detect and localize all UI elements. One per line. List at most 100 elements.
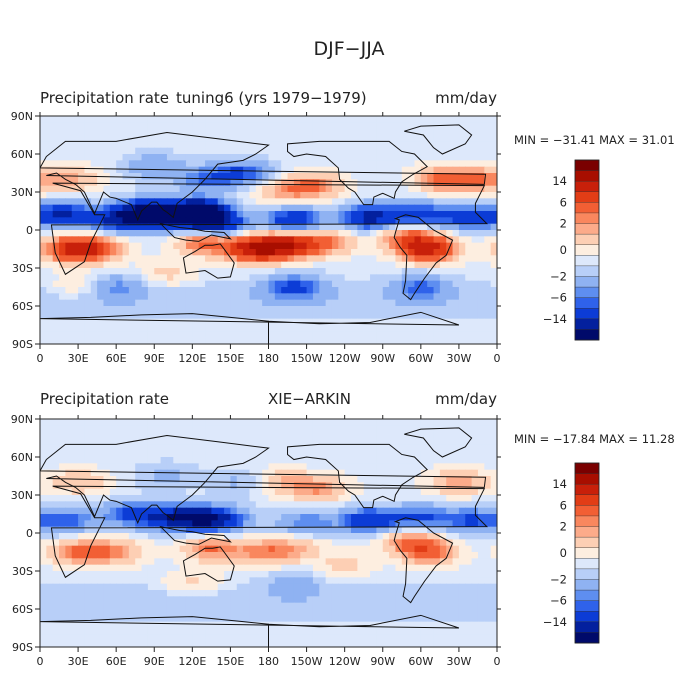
grid-cell xyxy=(141,166,149,174)
grid-cell xyxy=(395,204,403,212)
grid-cell xyxy=(84,318,92,326)
grid-cell xyxy=(331,564,339,572)
grid-cell xyxy=(376,457,384,464)
grid-cell xyxy=(420,185,428,193)
coastline xyxy=(393,214,454,301)
grid-cell xyxy=(433,419,441,426)
grid-cell xyxy=(141,312,149,320)
grid-cell xyxy=(141,514,149,521)
grid-cell xyxy=(433,431,441,439)
grid-cell xyxy=(287,147,295,155)
grid-cell xyxy=(160,602,168,610)
grid-cell xyxy=(477,128,485,136)
grid-cell xyxy=(427,488,435,496)
grid-cell xyxy=(52,476,60,483)
grid-cell xyxy=(408,287,416,294)
grid-cell xyxy=(179,337,187,344)
grid-cell xyxy=(439,495,447,502)
grid-cell xyxy=(249,457,257,464)
grid-cell xyxy=(274,185,282,193)
grid-cell xyxy=(465,425,473,433)
grid-cell xyxy=(166,495,174,502)
grid-cell xyxy=(46,185,54,193)
grid-cell xyxy=(344,261,352,269)
grid-cell xyxy=(319,198,327,206)
grid-cell xyxy=(363,236,371,244)
grid-cell xyxy=(198,438,206,445)
grid-cell xyxy=(287,242,295,250)
grid-cell xyxy=(306,217,314,225)
grid-cell xyxy=(173,325,181,332)
coastline xyxy=(40,131,487,222)
grid-cell xyxy=(427,438,435,445)
grid-cell xyxy=(395,419,403,426)
grid-cell xyxy=(471,261,479,269)
grid-cell xyxy=(357,318,365,326)
grid-cell xyxy=(370,438,378,445)
grid-cell xyxy=(363,457,371,464)
grid-cell xyxy=(236,564,244,572)
grid-cell xyxy=(319,482,327,490)
grid-cell xyxy=(452,571,460,578)
grid-cell xyxy=(160,545,168,553)
grid-cell xyxy=(274,514,282,521)
grid-cell xyxy=(217,128,225,136)
grid-cell xyxy=(281,173,289,180)
grid-cell xyxy=(141,469,149,477)
grid-cell xyxy=(249,552,257,559)
grid-cell xyxy=(90,533,98,540)
grid-cell xyxy=(281,533,289,540)
grid-cell xyxy=(236,249,244,256)
grid-cell xyxy=(135,242,143,250)
grid-cell xyxy=(135,249,143,256)
grid-cell xyxy=(160,539,168,547)
grid-cell xyxy=(166,141,174,149)
grid-cell xyxy=(103,128,111,136)
grid-cell xyxy=(477,331,485,339)
grid-cell xyxy=(465,501,473,509)
grid-cell xyxy=(319,204,327,212)
grid-cell xyxy=(395,173,403,180)
grid-cell xyxy=(325,495,333,502)
grid-cell xyxy=(389,425,397,433)
grid-cell xyxy=(465,147,473,155)
grid-cell xyxy=(243,337,251,344)
grid-cell xyxy=(331,507,339,515)
grid-cell xyxy=(433,615,441,623)
grid-cell xyxy=(154,431,162,439)
grid-cell xyxy=(97,609,105,616)
grid-cell xyxy=(401,173,409,180)
grid-cell xyxy=(262,268,270,275)
grid-cell xyxy=(255,590,263,597)
grid-cell xyxy=(319,469,327,477)
grid-cell xyxy=(154,312,162,320)
grid-cell xyxy=(395,507,403,515)
grid-cell xyxy=(395,337,403,344)
grid-cell xyxy=(109,261,117,269)
grid-cell xyxy=(420,564,428,572)
grid-cell xyxy=(236,596,244,604)
grid-cell xyxy=(420,438,428,445)
grid-cell xyxy=(224,571,232,578)
grid-cell xyxy=(103,545,111,553)
grid-cell xyxy=(382,255,390,263)
grid-cell xyxy=(147,457,155,464)
grid-cell xyxy=(274,230,282,237)
grid-cell xyxy=(185,501,193,509)
grid-cell xyxy=(490,564,497,572)
grid-cell xyxy=(166,438,174,445)
grid-cell xyxy=(281,501,289,509)
grid-cell xyxy=(135,255,143,263)
grid-cell xyxy=(46,325,54,332)
grid-cell xyxy=(135,545,143,553)
grid-cell xyxy=(439,160,447,168)
grid-cell xyxy=(224,615,232,623)
grid-cell xyxy=(52,287,60,294)
grid-cell xyxy=(59,185,66,193)
grid-cell xyxy=(103,135,111,142)
grid-cell xyxy=(135,141,143,149)
grid-cell xyxy=(128,179,136,187)
grid-cell xyxy=(135,306,143,313)
grid-cell xyxy=(128,609,136,616)
grid-cell xyxy=(439,192,447,199)
